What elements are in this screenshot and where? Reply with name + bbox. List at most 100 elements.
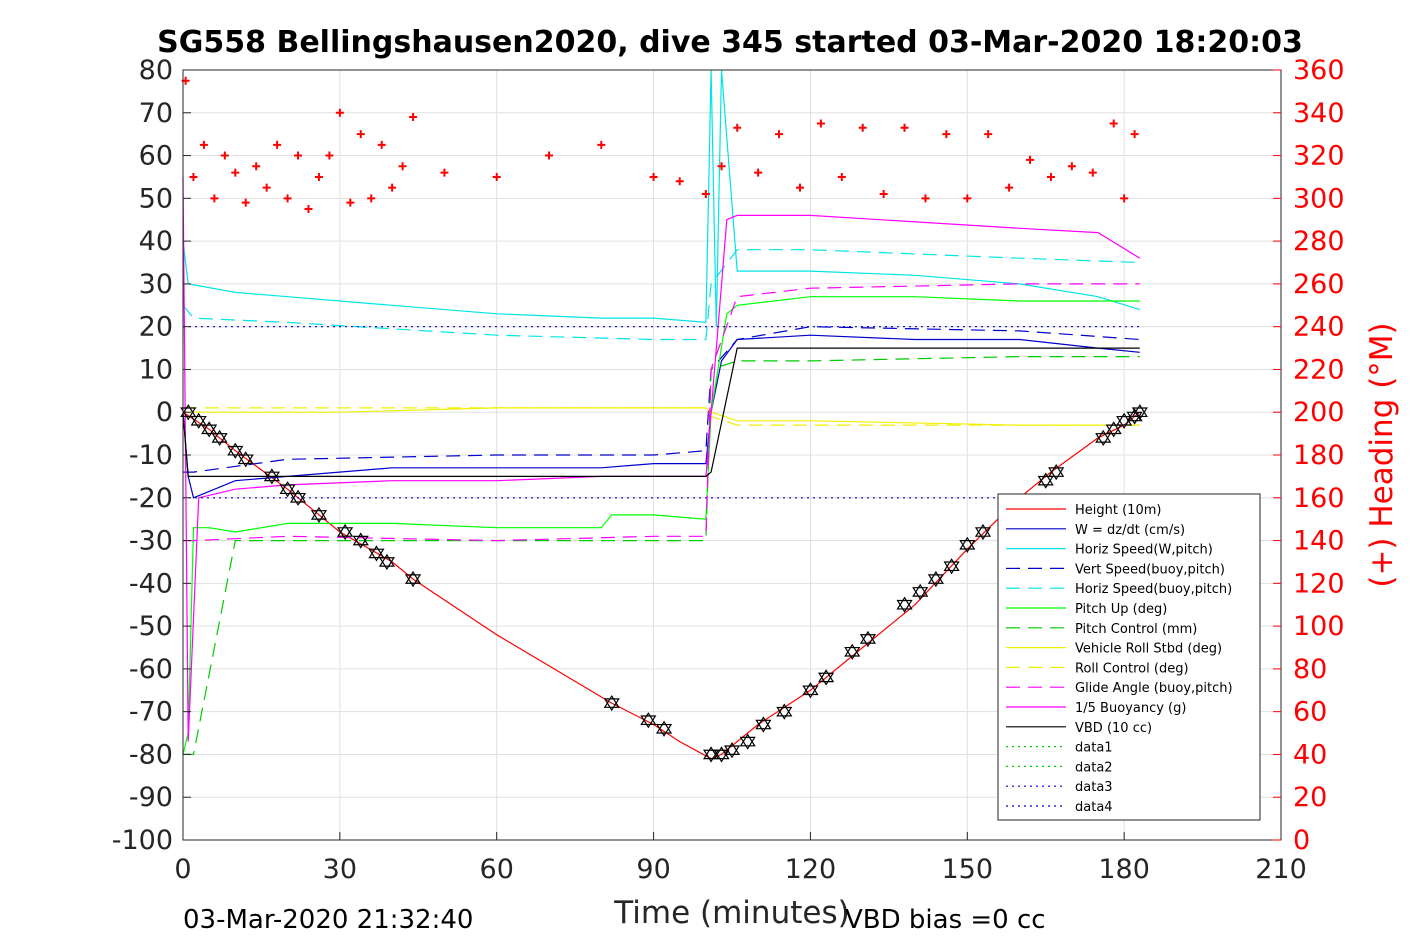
heading-point	[199, 140, 208, 149]
vbd-marker	[352, 532, 369, 549]
heading-point	[733, 123, 742, 132]
heading-point	[210, 194, 219, 203]
vbd-marker	[755, 716, 772, 733]
heading-point	[1046, 172, 1055, 181]
heading-point	[189, 172, 198, 181]
tick-label-left: 40	[139, 226, 173, 257]
right-axis-label: (+) Heading (°M)	[1364, 322, 1400, 587]
heading-point	[220, 151, 229, 160]
bottom-axis-ticks: 0 30 60 90 120 150 180 210	[174, 832, 1307, 885]
x-axis-label: Time (minutes)	[613, 895, 849, 931]
right-axis-ticks: 0 20 40 60 80 100 120 140 160 180 200 220 240 260 280 3…	[1273, 55, 1345, 856]
heading-point	[649, 172, 658, 181]
vbd-marker	[818, 669, 835, 686]
vbd-marker	[776, 703, 793, 720]
tick-label-left: 20	[139, 312, 173, 343]
vbd-marker	[943, 558, 960, 575]
legend-label-14: data3	[1075, 780, 1113, 795]
vbd-marker	[337, 523, 354, 541]
heading-point	[273, 140, 282, 149]
heading-point	[346, 198, 355, 207]
tick-label-bottom: 90	[636, 854, 670, 885]
footer-timestamp: 03-Mar-2020 21:32:40	[183, 905, 473, 935]
heading-point	[942, 130, 951, 139]
vbd-marker	[404, 570, 422, 588]
tick-label-bottom: 120	[785, 854, 837, 885]
tick-label-left: 50	[139, 183, 173, 214]
heading-point	[984, 130, 993, 139]
tick-label-right: 300	[1293, 183, 1345, 214]
tick-label-bottom: 180	[1098, 854, 1150, 885]
tick-label-left: 80	[139, 55, 173, 86]
tick-label-left: -100	[112, 825, 173, 856]
vbd-marker	[1105, 421, 1122, 438]
tick-label-left: 30	[139, 269, 173, 300]
tick-label-right: 180	[1293, 440, 1345, 471]
vbd-bias-text: VBD bias =0 cc	[845, 905, 1046, 935]
legend-label-11: VBD (10 cc)	[1075, 721, 1152, 736]
vbd-marker	[211, 429, 228, 447]
series-line-6	[183, 356, 1140, 756]
tick-label-right: 140	[1293, 526, 1345, 557]
vbd-marker	[180, 404, 197, 421]
vbd-marker	[279, 481, 296, 498]
heading-point	[675, 177, 684, 186]
tick-label-right: 20	[1293, 782, 1327, 813]
tick-label-right: 280	[1293, 226, 1345, 257]
vbd-marker	[190, 412, 207, 429]
legend: Height (10m) W = dz/dt (cm/s) Horiz Speed(…	[997, 493, 1261, 821]
legend-label-15: data4	[1075, 800, 1113, 815]
vbd-marker	[802, 682, 819, 699]
heading-point	[335, 108, 344, 117]
vbd-marker	[603, 694, 620, 712]
vbd-marker	[310, 506, 328, 524]
heading-point	[858, 123, 867, 132]
vbd-marker	[227, 442, 244, 459]
legend-label-5: Pitch Up (deg)	[1075, 602, 1167, 617]
tick-label-left: 60	[139, 141, 173, 172]
legend-label-7: Vehicle Roll Stbd (deg)	[1075, 642, 1222, 657]
heading-point	[325, 151, 334, 160]
tick-label-left: -50	[129, 611, 173, 642]
tick-label-right: 0	[1293, 825, 1310, 856]
vbd-marker	[1048, 463, 1065, 481]
vbd-marker	[723, 742, 741, 759]
tick-label-bottom: 210	[1255, 854, 1307, 885]
tick-label-right: 160	[1293, 483, 1345, 514]
legend-label-13: data2	[1075, 760, 1113, 775]
vbd-markers	[180, 404, 1148, 763]
tick-label-right: 220	[1293, 354, 1345, 385]
heading-series	[181, 76, 1139, 214]
heading-point	[1026, 155, 1035, 164]
series-line-8	[183, 407, 1140, 426]
heading-point	[775, 130, 784, 139]
tick-label-right: 260	[1293, 269, 1345, 300]
legend-label-8: Roll Control (deg)	[1075, 661, 1189, 676]
tick-label-bottom: 30	[323, 854, 357, 885]
vbd-marker	[739, 733, 756, 750]
heading-point	[701, 190, 710, 199]
tick-label-right: 40	[1293, 739, 1327, 770]
heading-point	[597, 140, 606, 149]
heading-point	[304, 205, 313, 214]
series-line-2	[182, 69, 1140, 327]
vbd-marker	[201, 421, 218, 438]
heading-point	[262, 183, 271, 192]
vbd-marker	[859, 630, 877, 648]
heading-point	[545, 151, 553, 160]
tick-label-bottom: 60	[480, 854, 514, 885]
tick-label-bottom: 150	[942, 854, 994, 885]
tick-label-right: 200	[1293, 397, 1345, 428]
tick-label-right: 320	[1293, 141, 1345, 172]
legend-label-6: Pitch Control (mm)	[1075, 622, 1197, 637]
heading-point	[816, 119, 825, 128]
tick-label-left: -20	[129, 483, 173, 514]
tick-label-left: -70	[129, 697, 173, 728]
heading-point	[963, 194, 972, 203]
legend-label-12: data1	[1075, 741, 1113, 756]
series-line-9	[183, 283, 1140, 542]
series-line-3	[183, 326, 1140, 473]
heading-point	[837, 172, 846, 181]
heading-point	[1109, 119, 1118, 128]
